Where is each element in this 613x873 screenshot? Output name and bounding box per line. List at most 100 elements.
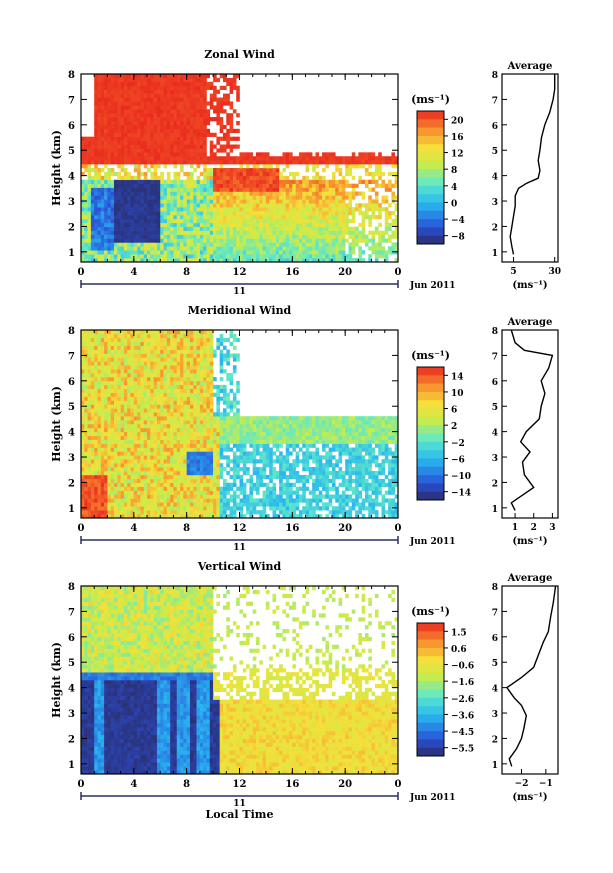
heatmap-cell bbox=[97, 179, 102, 184]
heatmap-cell bbox=[160, 412, 164, 417]
heatmap-cell bbox=[150, 254, 154, 259]
heatmap-cell bbox=[203, 140, 207, 145]
heatmap-cell bbox=[140, 412, 145, 417]
heatmap-cell bbox=[147, 117, 151, 122]
heatmap-cell bbox=[150, 498, 154, 503]
heatmap-cell bbox=[242, 160, 247, 165]
heatmap-cell bbox=[97, 215, 102, 220]
heatmap-cell bbox=[374, 207, 379, 212]
heatmap-cell bbox=[186, 341, 191, 346]
heatmap-cell bbox=[176, 420, 181, 425]
heatmap-cell bbox=[305, 203, 310, 208]
heatmap-cell bbox=[147, 179, 151, 184]
heatmap-cell bbox=[97, 384, 102, 390]
heatmap-cell bbox=[222, 168, 227, 173]
heatmap-cell bbox=[252, 258, 257, 263]
heatmap-cell bbox=[232, 175, 237, 181]
heatmap-cell bbox=[100, 353, 105, 358]
heatmap-cell bbox=[133, 93, 138, 98]
heatmap-cell bbox=[97, 514, 102, 519]
heatmap-cell bbox=[328, 258, 333, 263]
heatmap-cell bbox=[285, 164, 290, 169]
heatmap-cell bbox=[176, 337, 181, 343]
heatmap-cell bbox=[166, 341, 171, 346]
heatmap-cell bbox=[170, 144, 174, 149]
heatmap-cell bbox=[123, 510, 128, 515]
heatmap-cell bbox=[236, 113, 240, 118]
heatmap-cell bbox=[325, 242, 329, 247]
colorbar-unit: (ms⁻¹) bbox=[411, 93, 450, 106]
heatmap-cell bbox=[351, 218, 356, 224]
heatmap-cell bbox=[176, 439, 181, 444]
heatmap-cell bbox=[186, 85, 191, 90]
heatmap-cell bbox=[305, 168, 310, 173]
heatmap-cell bbox=[328, 187, 333, 192]
heatmap-cell bbox=[219, 254, 224, 259]
heatmap-cell bbox=[163, 451, 168, 456]
heatmap-cell bbox=[143, 506, 148, 511]
heatmap-cell bbox=[84, 136, 88, 141]
heatmap-cell bbox=[110, 341, 115, 346]
heatmap-cell bbox=[140, 171, 145, 177]
heatmap-cell bbox=[199, 242, 204, 247]
heatmap-cell bbox=[189, 357, 194, 362]
heatmap-cell bbox=[331, 211, 336, 216]
heatmap-cell bbox=[239, 226, 244, 231]
heatmap-cell bbox=[163, 377, 168, 382]
heatmap-cell bbox=[140, 435, 145, 440]
heatmap-cell bbox=[140, 388, 145, 393]
heatmap-cell bbox=[242, 203, 247, 208]
heatmap-cell bbox=[364, 179, 369, 184]
heatmap-cell bbox=[176, 211, 181, 216]
heatmap-cell bbox=[322, 238, 326, 243]
heatmap-cell bbox=[114, 373, 118, 378]
heatmap-cell bbox=[209, 230, 214, 235]
heatmap-cell bbox=[295, 258, 300, 263]
heatmap-cell bbox=[246, 254, 250, 259]
heatmap-cell bbox=[90, 424, 95, 429]
heatmap-cell bbox=[143, 160, 148, 165]
heatmap-cell bbox=[193, 482, 197, 487]
heatmap-cell bbox=[259, 218, 263, 224]
heatmap-cell bbox=[130, 353, 135, 358]
heatmap-cell bbox=[341, 258, 346, 263]
heatmap-cell bbox=[229, 226, 234, 231]
heatmap-cell bbox=[100, 89, 105, 94]
heatmap-cell bbox=[193, 148, 197, 153]
heatmap-cell bbox=[186, 420, 191, 425]
heatmap-cell bbox=[391, 218, 395, 224]
heatmap-cell bbox=[117, 93, 121, 98]
heatmap-cell bbox=[147, 140, 151, 145]
heatmap-cell bbox=[252, 230, 257, 235]
heatmap-cell bbox=[246, 207, 250, 212]
heatmap-cell bbox=[180, 396, 184, 401]
heatmap-cell bbox=[180, 498, 184, 503]
heatmap-cell bbox=[87, 160, 92, 165]
heatmap-cell bbox=[199, 117, 204, 122]
heatmap-cell bbox=[120, 337, 125, 343]
heatmap-cell bbox=[90, 486, 95, 491]
heatmap-cell bbox=[186, 183, 191, 188]
heatmap-cell bbox=[331, 187, 336, 192]
heatmap-cell bbox=[180, 459, 184, 464]
heatmap-cell bbox=[117, 408, 121, 413]
heatmap-cell bbox=[189, 238, 194, 243]
heatmap-cell bbox=[285, 179, 290, 184]
heatmap-cell bbox=[114, 439, 118, 444]
heatmap-cell bbox=[308, 183, 313, 188]
heatmap-cell bbox=[94, 250, 98, 255]
heatmap-cell bbox=[143, 365, 148, 370]
heatmap-cell bbox=[358, 179, 362, 184]
heatmap-cell bbox=[219, 144, 224, 149]
heatmap-cell bbox=[90, 455, 95, 460]
heatmap-cell bbox=[338, 203, 343, 208]
heatmap-cell bbox=[302, 199, 306, 204]
heatmap-cell bbox=[100, 105, 105, 110]
heatmap-cell bbox=[123, 424, 128, 429]
heatmap-cell bbox=[176, 486, 181, 491]
heatmap-cell bbox=[308, 246, 313, 251]
heatmap-cell bbox=[156, 113, 161, 118]
heatmap-cell bbox=[189, 203, 194, 208]
heatmap-cell bbox=[104, 203, 108, 208]
heatmap-cell bbox=[84, 510, 88, 515]
